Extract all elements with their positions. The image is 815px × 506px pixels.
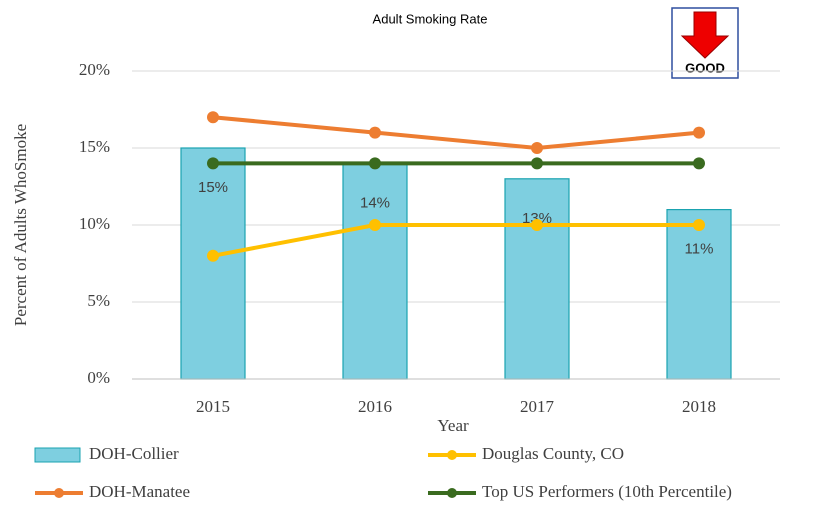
bar <box>666 209 732 380</box>
y-tick-label: 15% <box>79 137 110 156</box>
line <box>212 115 700 151</box>
legend-marker <box>54 488 64 498</box>
x-tick-label: 2017 <box>520 397 555 416</box>
point <box>207 157 219 170</box>
y-tick-label: 5% <box>87 291 110 310</box>
data-label: 11% <box>685 241 714 258</box>
x-axis-label: Year <box>437 416 469 435</box>
point <box>207 111 219 124</box>
annotation: GOOD <box>685 60 725 75</box>
point <box>693 157 705 170</box>
line <box>212 223 699 258</box>
good-icon: GOOD <box>671 7 739 79</box>
point <box>369 157 381 170</box>
x-tick-label: 2018 <box>682 397 716 416</box>
point <box>531 219 543 231</box>
y-tick-label: 20% <box>79 60 110 79</box>
legend-label: DOH-Collier <box>89 444 179 463</box>
x-tick-label: 2016 <box>358 397 392 416</box>
down-arrow <box>680 11 730 59</box>
chart-title: Adult Smoking Rate <box>373 11 488 26</box>
legend-marker <box>447 450 457 460</box>
point <box>207 249 219 262</box>
point <box>693 219 705 231</box>
data-label: 15% <box>198 179 228 196</box>
legend-label: Top US Performers (10th Percentile) <box>482 482 732 501</box>
legend-label: Douglas County, CO <box>482 444 624 463</box>
point <box>693 126 705 139</box>
legend-swatch <box>34 447 81 463</box>
legend-label: DOH-Manatee <box>89 482 190 501</box>
bar <box>504 178 570 380</box>
y-axis-label: Percent of Adults WhoSmoke <box>11 124 30 326</box>
bar <box>180 147 246 380</box>
legend-marker <box>447 488 457 498</box>
bar <box>342 162 408 380</box>
x-tick-label: 2015 <box>196 397 230 416</box>
y-tick-label: 0% <box>87 368 110 387</box>
data-label: 13% <box>522 210 552 227</box>
y-tick-label: 10% <box>79 214 110 233</box>
point <box>531 142 543 154</box>
point <box>369 126 381 139</box>
point <box>369 219 381 231</box>
data-label: 14% <box>360 194 390 211</box>
point <box>531 157 543 170</box>
